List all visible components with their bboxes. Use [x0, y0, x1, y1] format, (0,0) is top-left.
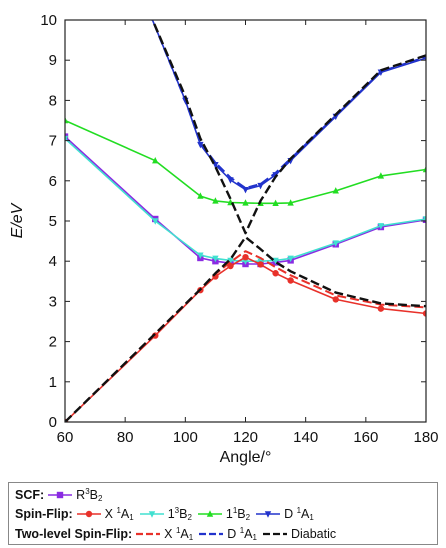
- y-tick-label: 6: [49, 173, 57, 190]
- data-point-sf_11b2: [422, 165, 426, 173]
- data-point-sf_13b2: [65, 135, 69, 143]
- series-line-tl_x1a1: [65, 250, 426, 422]
- y-tick-label: 2: [49, 334, 57, 351]
- legend-item-label: R3B2: [76, 486, 103, 503]
- legend-row: Spin-Flip: X 1A1 13B2 11B2 D 1A1: [15, 505, 431, 525]
- legend-item: R3B2: [47, 487, 102, 503]
- legend-item: Diabatic: [262, 527, 336, 541]
- legend-item: D 1A1: [255, 506, 314, 522]
- x-tick-label: 140: [293, 429, 318, 446]
- series-line-sf_d1a1: [151, 20, 426, 191]
- data-point-sf_x1a1: [287, 277, 294, 284]
- data-point-sf_d1a1: [197, 141, 204, 149]
- y-tick-label: 8: [49, 92, 57, 109]
- y-tick-label: 5: [49, 213, 57, 230]
- data-point-sf_d1a1: [257, 182, 264, 190]
- legend-item-label: X 1A1: [104, 506, 134, 523]
- data-point-sf_x1a1: [242, 253, 249, 261]
- legend-swatch-sf_x1a1: [76, 511, 101, 518]
- y-tick-label: 1: [49, 374, 57, 391]
- y-tick-label: 0: [49, 414, 57, 431]
- data-point-sf_x1a1: [257, 261, 264, 268]
- data-point-sf_11b2: [212, 197, 219, 204]
- legend-item: 13B2: [139, 506, 192, 522]
- legend-item: 11B2: [197, 506, 250, 522]
- data-point-sf_11b2: [377, 172, 385, 179]
- data-point-sf_13b2: [377, 223, 385, 230]
- data-point-sf_13b2: [152, 218, 159, 225]
- data-point-sf_11b2: [272, 199, 279, 207]
- legend-item-label: Diabatic: [290, 526, 337, 541]
- legend-item: X 1A1: [76, 506, 134, 522]
- legend-group-header: SCF:: [15, 487, 45, 502]
- legend-item-label: 13B2: [167, 506, 192, 523]
- series-line-scf_r3b2: [65, 136, 426, 265]
- data-point-sf_13b2: [197, 252, 204, 259]
- legend-group-header: Spin-Flip:: [15, 507, 73, 522]
- series-line-sf_x1a1: [65, 256, 426, 422]
- data-point-sf_13b2: [242, 258, 249, 265]
- y-axis-label: E/eV: [9, 202, 26, 238]
- legend-item-label: D 1A1: [284, 506, 314, 523]
- legend-marker-scf_r3b2: [56, 491, 64, 498]
- legend-swatch-sf_11b2: [197, 510, 222, 517]
- y-tick-label: 7: [49, 133, 57, 150]
- legend-row: Two-level Spin-Flip: X 1A1 D 1A1 Diabatic: [15, 524, 431, 544]
- legend-item-label: X 1A1: [164, 525, 194, 542]
- x-tick-label: 120: [233, 429, 258, 446]
- data-point-sf_13b2: [287, 255, 294, 263]
- data-point-sf_11b2: [242, 199, 249, 206]
- data-point-sf_d1a1: [242, 186, 249, 194]
- y-tick-label: 4: [49, 253, 57, 270]
- data-point-sf_11b2: [65, 116, 69, 124]
- data-point-sf_11b2: [197, 192, 204, 199]
- data-point-sf_13b2: [212, 255, 219, 263]
- x-tick-label: 180: [413, 429, 438, 446]
- legend-marker-sf_13b2: [148, 511, 155, 518]
- ticks-layer: 60 80 100 120 140 160 180 0 1 2 3 4 5 6 7 8 9 10: [40, 12, 438, 446]
- x-tick-label: 160: [353, 429, 378, 446]
- y-tick-label: 10: [40, 12, 57, 29]
- legend-swatch-sf_13b2: [139, 511, 164, 518]
- legend-item-label: 11B2: [225, 506, 251, 523]
- y-tick-label: 9: [49, 52, 57, 69]
- data-point-sf_11b2: [332, 187, 339, 194]
- plot-series: [65, 9, 426, 422]
- series-line-diabatic_upper: [151, 20, 426, 235]
- data-point-sf_x1a1: [422, 310, 426, 317]
- legend-marker-sf_11b2: [206, 510, 214, 517]
- y-tick-label: 3: [49, 293, 57, 310]
- legend-item: D 1A1: [198, 526, 257, 542]
- data-point-sf_13b2: [227, 257, 234, 265]
- legend-item-label: D 1A1: [227, 525, 257, 542]
- data-point-sf_x1a1: [272, 270, 279, 277]
- series-line-sf_11b2: [65, 119, 426, 205]
- legend-swatch-sf_d1a1: [256, 511, 281, 518]
- legend-group-header: Two-level Spin-Flip:: [15, 526, 133, 541]
- x-tick-label: 60: [57, 429, 74, 446]
- legend-swatch-diabatic: [262, 532, 287, 535]
- x-tick-label: 80: [117, 429, 134, 446]
- x-axis-label: Angle/°: [220, 449, 272, 466]
- legend-swatch-tl_x1a1: [136, 532, 161, 535]
- x-tick-label: 100: [173, 429, 198, 446]
- data-point-sf_d1a1: [212, 162, 219, 169]
- data-point-sf_d1a1: [146, 9, 152, 15]
- data-point-sf_11b2: [152, 157, 159, 164]
- legend-swatch-tl_d1a1: [199, 532, 224, 535]
- legend-row: SCF: R3B2: [15, 485, 431, 505]
- series-line-tl_d1a1: [151, 20, 426, 189]
- legend-marker-sf_d1a1: [264, 511, 272, 518]
- data-point-sf_x1a1: [377, 305, 385, 312]
- legend-swatch-scf_r3b2: [48, 491, 73, 498]
- legend-marker-sf_x1a1: [85, 511, 92, 518]
- series-line-diabatic: [65, 235, 426, 422]
- legend-item: X 1A1: [135, 526, 193, 542]
- legend: SCF: R3B2 Spin-Flip: X 1A1 13B2 11B2 D 1A1 Two-…: [8, 482, 438, 545]
- data-point-sf_x1a1: [332, 296, 339, 303]
- data-point-sf_13b2: [332, 240, 339, 247]
- data-point-sf_11b2: [287, 199, 294, 206]
